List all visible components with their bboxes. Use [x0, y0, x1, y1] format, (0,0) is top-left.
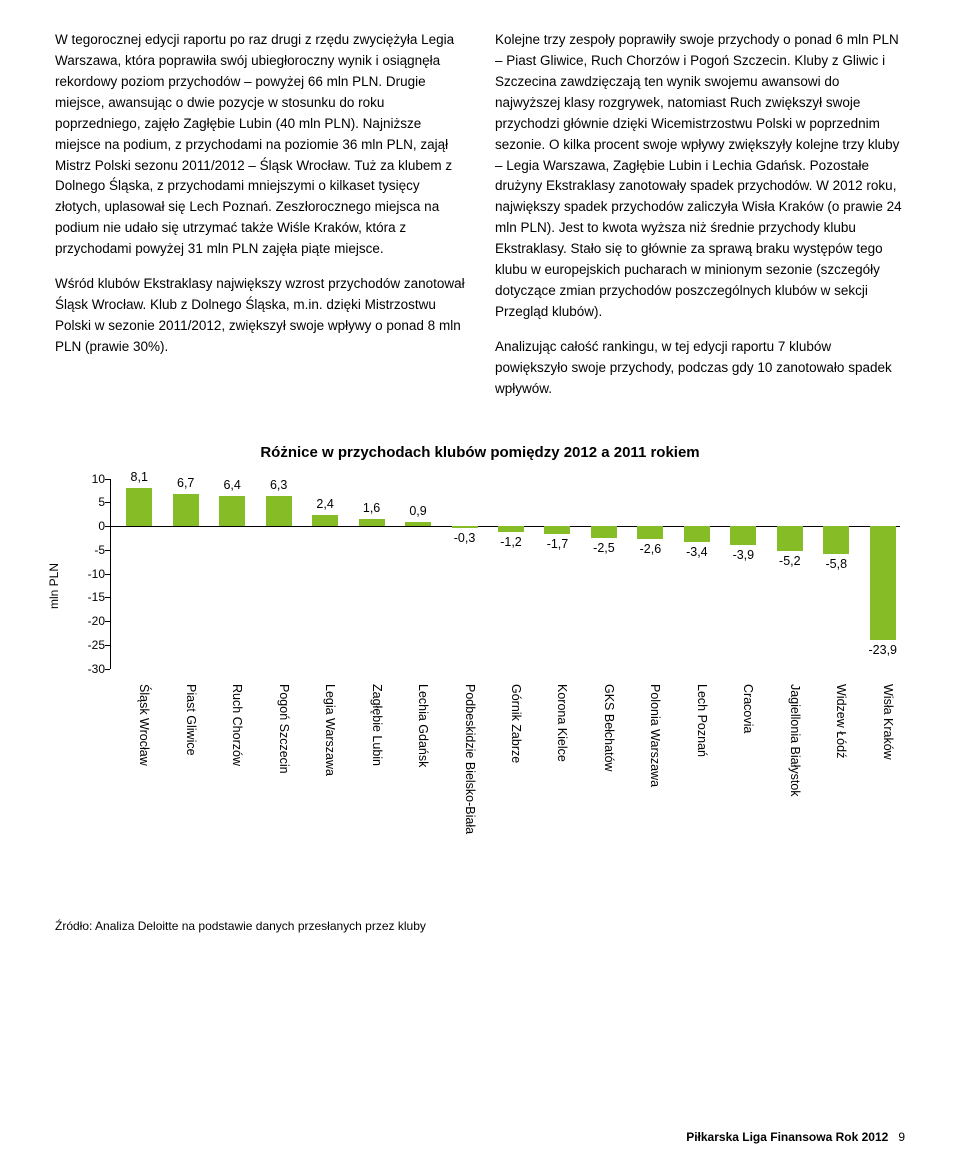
bar [359, 519, 385, 527]
bar [498, 526, 524, 532]
bar [266, 496, 292, 526]
bar [730, 526, 756, 545]
chart-title: Różnice w przychodach klubów pomiędzy 20… [55, 444, 905, 461]
paragraph: Kolejne trzy zespoły poprawiły swoje prz… [495, 30, 905, 323]
category-label: Śląsk Wrocław [137, 684, 151, 766]
bar [173, 494, 199, 526]
revenue-diff-chart: mln PLN 1050-5-10-15-20-25-308,1Śląsk Wr… [55, 479, 905, 899]
bar [823, 526, 849, 554]
page-footer: Piłkarska Liga Finansowa Rok 2012 9 [686, 1130, 905, 1144]
bar-value-label: -5,8 [811, 557, 861, 571]
category-label: Górnik Zabrze [509, 684, 523, 763]
category-label: Legia Warszawa [323, 684, 337, 776]
bar-value-label: -23,9 [858, 643, 908, 657]
y-tick: -25 [75, 638, 105, 652]
bar-value-label: 6,7 [161, 476, 211, 490]
bar-value-label: -2,5 [579, 541, 629, 555]
bar [544, 526, 570, 534]
category-label: Lechia Gdańsk [416, 684, 430, 767]
y-tick: -15 [75, 590, 105, 604]
bar-value-label: -0,3 [440, 531, 490, 545]
left-column: W tegorocznej edycji raportu po raz drug… [55, 30, 465, 414]
category-label: Wisła Kraków [881, 684, 895, 760]
category-label: Polonia Warszawa [648, 684, 662, 787]
bar-value-label: 6,3 [254, 478, 304, 492]
bar-value-label: 8,1 [114, 470, 164, 484]
category-label: Jagiellonia Białystok [788, 684, 802, 797]
bar-value-label: -1,2 [486, 535, 536, 549]
category-label: Ruch Chorzów [230, 684, 244, 766]
y-tick: 5 [75, 495, 105, 509]
bar-value-label: -3,4 [672, 545, 722, 559]
text-columns: W tegorocznej edycji raportu po raz drug… [55, 30, 905, 414]
bar [684, 526, 710, 542]
paragraph: W tegorocznej edycji raportu po raz drug… [55, 30, 465, 260]
paragraph: Wśród klubów Ekstraklasy największy wzro… [55, 274, 465, 358]
category-label: Widzew Łódź [834, 684, 848, 758]
category-label: Pogoń Szczecin [277, 684, 291, 774]
right-column: Kolejne trzy zespoły poprawiły swoje prz… [495, 30, 905, 414]
y-tick: -5 [75, 543, 105, 557]
bar-value-label: 2,4 [300, 497, 350, 511]
bar [219, 496, 245, 526]
bar [777, 526, 803, 551]
footer-title: Piłkarska Liga Finansowa Rok 2012 [686, 1130, 888, 1144]
category-label: Korona Kielce [555, 684, 569, 762]
category-label: Lech Poznań [695, 684, 709, 757]
y-tick: -20 [75, 614, 105, 628]
bar-value-label: -5,2 [765, 554, 815, 568]
category-label: GKS Bełchatów [602, 684, 616, 772]
y-tick: 10 [75, 472, 105, 486]
y-axis-label: mln PLN [47, 563, 61, 609]
category-label: Zagłębie Lubin [370, 684, 384, 766]
bar-value-label: 1,6 [347, 501, 397, 515]
bar [637, 526, 663, 538]
bar [126, 488, 152, 526]
category-label: Podbeskidzie Bielsko-Biała [463, 684, 477, 834]
page-number: 9 [898, 1130, 905, 1144]
bar [452, 526, 478, 527]
bar-value-label: -3,9 [718, 548, 768, 562]
bar [591, 526, 617, 538]
y-tick: 0 [75, 519, 105, 533]
chart-source: Źródło: Analiza Deloitte na podstawie da… [55, 919, 905, 933]
bar [405, 522, 431, 526]
paragraph: Analizując całość rankingu, w tej edycji… [495, 337, 905, 400]
bar [870, 526, 896, 640]
bar [312, 515, 338, 526]
y-tick: -10 [75, 567, 105, 581]
chart-plot-area: 1050-5-10-15-20-25-308,1Śląsk Wrocław6,7… [110, 479, 900, 669]
category-label: Cracovia [741, 684, 755, 733]
bar-value-label: -2,6 [625, 542, 675, 556]
y-tick: -30 [75, 662, 105, 676]
bar-value-label: 6,4 [207, 478, 257, 492]
bar-value-label: 0,9 [393, 504, 443, 518]
bar-value-label: -1,7 [532, 537, 582, 551]
category-label: Piast Gliwice [184, 684, 198, 756]
